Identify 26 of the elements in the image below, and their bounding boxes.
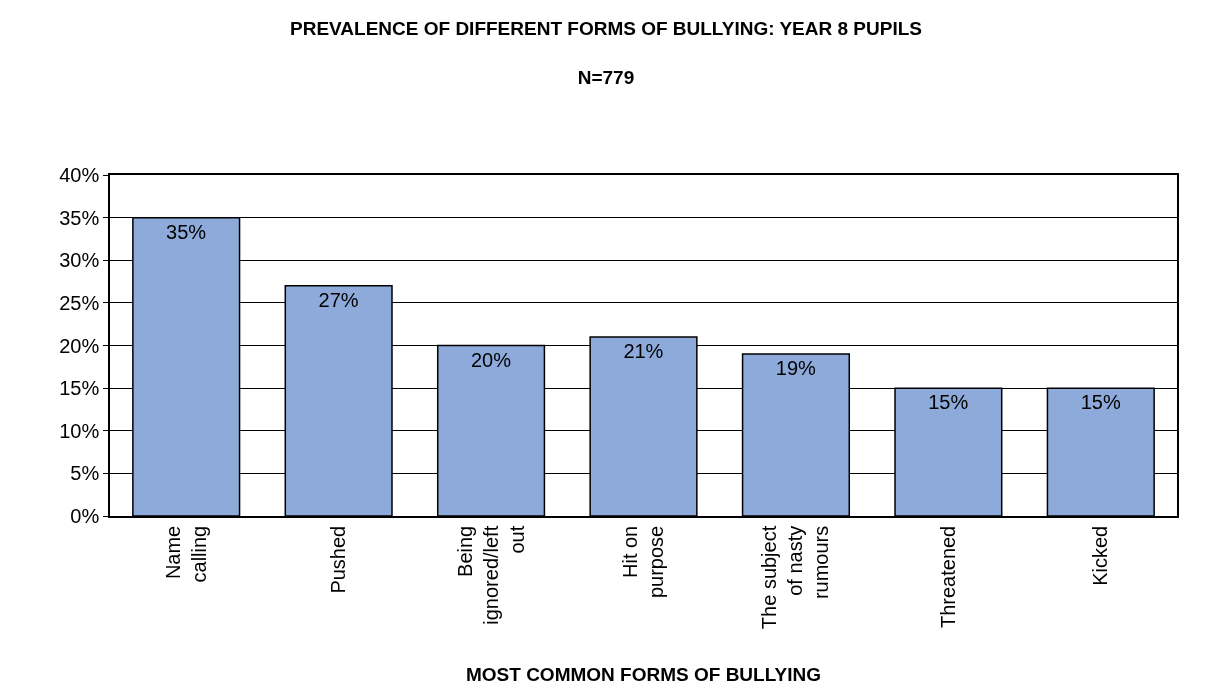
y-tick-label: 10% — [59, 419, 100, 442]
chart-title: PREVALENCE OF DIFFERENT FORMS OF BULLYING: YEAR 8 PUPILS — [290, 17, 922, 39]
x-tick-label: The subject of nasty rumours — [758, 525, 833, 630]
x-tick-label: Threatened — [936, 525, 959, 629]
x-tick-label: Being ignored/left out — [453, 525, 528, 625]
data-label: 35% — [166, 220, 207, 243]
x-tick-label: Pushed — [327, 525, 350, 594]
y-tick-label: 35% — [59, 206, 100, 229]
y-tick-label: 0% — [70, 505, 100, 527]
y-tick-label: 40% — [59, 164, 100, 186]
chart-subtitle: N=779 — [577, 67, 635, 89]
data-label: 19% — [775, 357, 817, 380]
y-tick-label: 25% — [59, 291, 100, 314]
data-label: 15% — [1080, 391, 1121, 414]
x-tick-label: Hit on purpose — [619, 525, 667, 599]
data-label: 21% — [623, 339, 664, 362]
y-tick-label: 30% — [59, 249, 100, 272]
x-tick-label: Name calling — [161, 525, 210, 583]
data-label: 15% — [928, 391, 969, 414]
data-label: 20% — [470, 348, 512, 371]
data-label: 27% — [318, 288, 359, 311]
x-tick-label: Kicked — [1089, 525, 1112, 586]
y-tick-label: 20% — [59, 334, 100, 357]
x-axis-title: MOST COMMON FORMS OF BULLYING — [465, 664, 822, 686]
y-tick-label: 15% — [59, 377, 100, 400]
y-tick-label: 5% — [70, 462, 100, 485]
